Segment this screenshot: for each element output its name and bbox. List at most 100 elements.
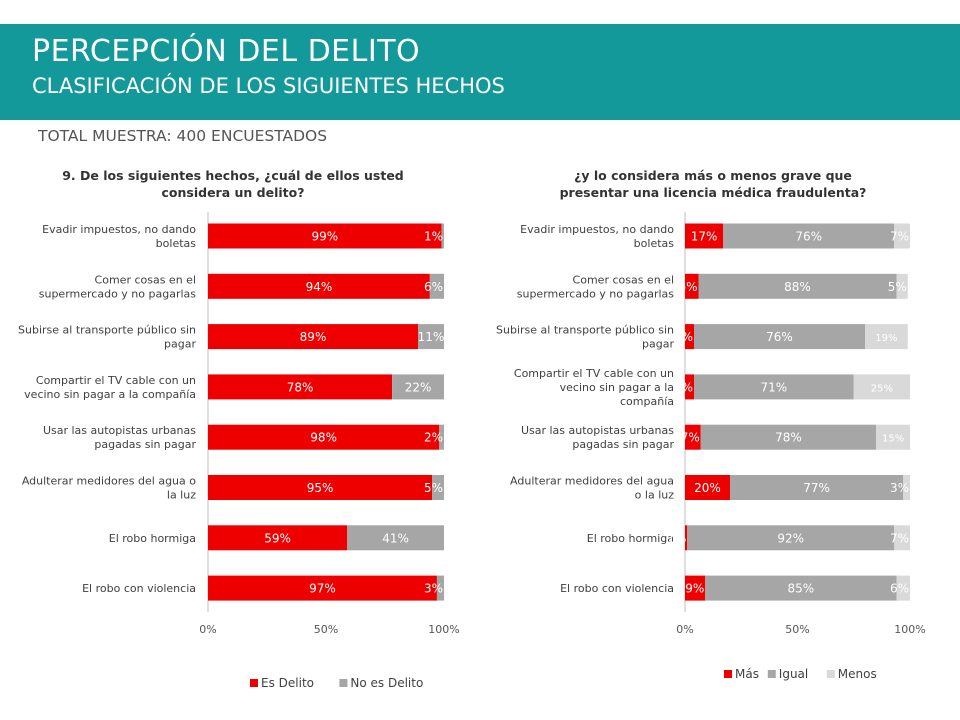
right-data-label: 76% bbox=[795, 230, 822, 244]
right-category-label: El robo hormiga bbox=[587, 532, 674, 545]
left-bar-segment bbox=[208, 324, 419, 350]
left-tick-label: 100% bbox=[428, 623, 459, 636]
right-category-label: Usar las autopistas urbanas bbox=[521, 424, 674, 437]
left-bar-segment bbox=[436, 575, 444, 601]
right-category-label: o la luz bbox=[635, 489, 675, 502]
page-title: PERCEPCIÓN DEL DELITO bbox=[32, 34, 421, 69]
right-legend-swatch bbox=[767, 670, 776, 678]
right-data-label: 17% bbox=[691, 230, 718, 244]
left-bar-segment bbox=[441, 223, 444, 249]
right-legend-swatch bbox=[826, 670, 835, 678]
right-data-label: 9% bbox=[685, 582, 704, 596]
left-category-label: pagadas sin pagar bbox=[94, 438, 196, 451]
left-data-label: 1% bbox=[424, 230, 443, 244]
right-bar-segment bbox=[687, 525, 895, 551]
left-tick-label: 0% bbox=[199, 623, 216, 636]
left-data-label: 22% bbox=[405, 380, 432, 394]
left-data-label: 95% bbox=[307, 481, 334, 495]
left-data-label: 97% bbox=[309, 582, 336, 596]
left-bar-segment bbox=[208, 525, 348, 551]
left-bar-segment bbox=[208, 575, 437, 601]
left-bar-segment bbox=[208, 424, 440, 450]
right-data-label: 19% bbox=[875, 333, 897, 344]
right-bar-segment bbox=[894, 525, 910, 551]
left-bar-segment bbox=[347, 525, 444, 551]
right-bar-segment bbox=[694, 374, 854, 400]
left-data-label: 89% bbox=[300, 330, 327, 344]
right-category-label: Adulterar medidores del agua bbox=[510, 475, 674, 488]
right-bar-segment bbox=[903, 475, 910, 500]
right-bar-segment bbox=[876, 424, 910, 450]
right-data-label: 15% bbox=[882, 434, 904, 445]
left-category-label: boletas bbox=[156, 237, 197, 250]
right-bar-segment bbox=[896, 575, 910, 601]
left-category-label: El robo hormiga bbox=[109, 532, 196, 545]
right-bar-segment bbox=[700, 424, 877, 450]
left-data-label: 6% bbox=[424, 280, 443, 294]
left-data-label: 5% bbox=[424, 481, 443, 495]
left-bar-segment bbox=[439, 424, 444, 450]
right-data-label: 78% bbox=[775, 431, 802, 445]
right-category-label: Subirse al transporte público sin bbox=[496, 324, 674, 337]
right-data-label: 6% bbox=[890, 582, 909, 596]
left-category-label: Subirse al transporte público sin bbox=[18, 324, 196, 337]
left-data-label: 3% bbox=[424, 582, 443, 596]
right-data-label: 76% bbox=[766, 330, 793, 344]
left-bar-segment bbox=[208, 223, 442, 249]
right-bar-segment bbox=[896, 273, 908, 299]
left-category-label: Usar las autopistas urbanas bbox=[43, 424, 196, 437]
left-category-label: Adulterar medidores del agua o bbox=[22, 475, 196, 488]
left-data-label: 11% bbox=[418, 330, 445, 344]
right-category-label: El robo con violencia bbox=[560, 582, 674, 595]
right-data-label: 7% bbox=[890, 230, 909, 244]
left-bar-segment bbox=[392, 374, 444, 400]
right-bar-segment bbox=[730, 475, 904, 500]
sample-size-label: TOTAL MUESTRA: 400 ENCUESTADOS bbox=[38, 127, 328, 145]
right-data-label: 7% bbox=[890, 531, 909, 545]
right-category-label: vecino sin pagar a la bbox=[560, 381, 674, 394]
right-data-label: 4% bbox=[674, 330, 693, 344]
right-data-label: 1% bbox=[667, 531, 686, 545]
right-category-label: supermercado y no pagarlas bbox=[517, 287, 675, 300]
right-data-label: 88% bbox=[784, 280, 811, 294]
right-bar-segment bbox=[685, 324, 694, 350]
left-category-label: Compartir el TV cable con un bbox=[36, 374, 196, 387]
right-data-label: 4% bbox=[674, 380, 693, 394]
right-bar-segment bbox=[705, 575, 897, 601]
right-title: presentar una licencia médica fraudulent… bbox=[560, 185, 867, 200]
header-banner: PERCEPCIÓN DEL DELITO CLASIFICACIÓN DE L… bbox=[0, 24, 960, 120]
left-bar-segment bbox=[208, 374, 393, 400]
left-bar-segment bbox=[418, 324, 444, 350]
right-bar-segment bbox=[685, 575, 706, 601]
left-bar-segment bbox=[208, 273, 430, 299]
right-data-label: 85% bbox=[788, 582, 815, 596]
right-title: ¿y lo considera más o menos grave que bbox=[574, 168, 852, 183]
right-bar-segment bbox=[853, 374, 910, 400]
left-data-label: 41% bbox=[382, 531, 409, 545]
left-legend-label: Es Delito bbox=[261, 676, 314, 690]
left-legend-swatch bbox=[339, 679, 348, 687]
left-bar-segment bbox=[429, 273, 444, 299]
right-bar-segment bbox=[685, 273, 699, 299]
right-category-label: compañía bbox=[620, 395, 674, 408]
right-bar-segment bbox=[685, 525, 688, 551]
right-data-label: 25% bbox=[871, 383, 893, 394]
page-subtitle: CLASIFICACIÓN DE LOS SIGUIENTES HECHOS bbox=[32, 74, 505, 98]
right-bar-segment bbox=[685, 475, 730, 500]
right-data-label: 71% bbox=[761, 380, 788, 394]
left-category-label: pagar bbox=[164, 338, 196, 351]
right-data-label: 6% bbox=[678, 280, 697, 294]
right-legend-swatch bbox=[724, 670, 732, 678]
right-category-label: boletas bbox=[634, 237, 675, 250]
left-data-label: 94% bbox=[306, 280, 333, 294]
left-category-label: El robo con violencia bbox=[82, 582, 196, 595]
left-category-label: la luz bbox=[167, 489, 196, 502]
right-category-label: pagadas sin pagar bbox=[572, 438, 674, 451]
right-legend-label: Igual bbox=[779, 667, 808, 681]
right-category-label: pagar bbox=[642, 338, 674, 351]
right-tick-label: 0% bbox=[676, 623, 693, 636]
right-data-label: 7% bbox=[681, 431, 700, 445]
right-tick-label: 50% bbox=[785, 623, 809, 636]
right-category-label: Comer cosas en el bbox=[573, 273, 674, 286]
